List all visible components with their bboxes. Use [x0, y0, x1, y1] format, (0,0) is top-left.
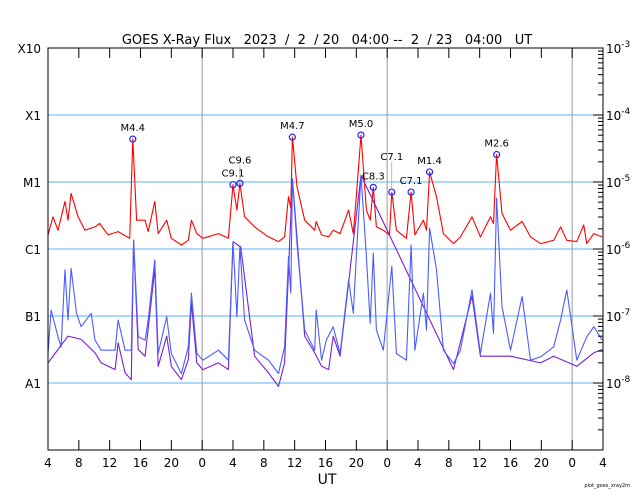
- y-right-label-exponent: -6: [621, 241, 630, 251]
- flare-markers: M4.4 C9.1 C9.6 M4.7 M5.0 C8.3 C7.1 C7.1 M1.4 M2.6: [121, 119, 509, 196]
- y-right-label: 10-4: [606, 107, 631, 123]
- y-axis-label-x1: X1: [25, 109, 41, 123]
- x-tick-label: 4: [229, 456, 237, 470]
- x-tick-label: 8: [260, 456, 268, 470]
- y-right-label: 10-5: [606, 174, 630, 190]
- x-tick-label: 4: [44, 456, 52, 470]
- x-tick-label: 4: [599, 456, 607, 470]
- y-axis-label-a1: A1: [25, 377, 41, 391]
- y-axis-label-m1: M1: [23, 176, 41, 190]
- y-axis-label-x10: X10: [18, 42, 42, 56]
- x-tick-label: 12: [287, 456, 302, 470]
- y-axis-label-c1: C1: [25, 243, 41, 257]
- y-right-label-exponent: -7: [621, 308, 630, 318]
- y-right-label-exponent: -8: [621, 375, 630, 385]
- flare-label: M1.4: [417, 156, 442, 167]
- series-group: [47, 134, 603, 387]
- flare-marker: [357, 131, 365, 139]
- x-tick-label: 0: [383, 456, 391, 470]
- flare-marker: [288, 133, 296, 141]
- flare-marker: [493, 150, 501, 159]
- grid: [48, 48, 603, 450]
- flare-label: C9.6: [228, 155, 251, 166]
- y-right-label-exponent: -5: [621, 174, 630, 184]
- flare-label: M4.4: [121, 123, 146, 134]
- x-tick-label: 0: [568, 456, 576, 470]
- x-tick-label: 0: [198, 456, 206, 470]
- footer-label: plot_goes_xray2m: [584, 483, 630, 489]
- axes: 4 8 12 16 20 0 4 8 12 16 20 0 4 8 12 16 20 0 4 X10 X1 M1 C1 B1 A…: [18, 40, 631, 470]
- x-tick-label: 12: [102, 456, 117, 470]
- chart-title: GOES X-Ray Flux 2023 / 2 / 20 04:00 -- 2…: [122, 33, 532, 48]
- flare-label: C8.3: [362, 171, 385, 182]
- flare-label: C7.1: [400, 176, 423, 187]
- y-right-label-exponent: -4: [621, 107, 630, 117]
- x-axis-label: UT: [318, 472, 337, 488]
- flare-label: M2.6: [484, 139, 509, 150]
- y-right-label: 10-3: [606, 40, 630, 56]
- series-line-short: [47, 174, 603, 387]
- x-tick-label: 16: [503, 456, 518, 470]
- x-tick-label: 4: [414, 456, 422, 470]
- y-right-label: 10-8: [606, 375, 631, 391]
- flare-label: C7.1: [380, 152, 403, 163]
- x-tick-label: 8: [75, 456, 83, 470]
- flare-marker: [129, 135, 137, 143]
- x-tick-label: 12: [472, 456, 487, 470]
- x-tick-label: 20: [534, 456, 549, 470]
- x-tick-label: 16: [318, 456, 333, 470]
- flare-marker: [229, 181, 237, 189]
- y-right-label: 10-6: [606, 241, 631, 257]
- x-tick-label: 20: [349, 456, 364, 470]
- flare-label: C9.1: [222, 169, 245, 180]
- x-tick-label: 16: [133, 456, 148, 470]
- series-line-long: [47, 134, 603, 246]
- y-axis-label-b1: B1: [25, 310, 41, 324]
- y-right-label: 10-7: [606, 308, 630, 324]
- flare-marker: [369, 183, 377, 191]
- x-tick-label: 8: [445, 456, 453, 470]
- y-right-label-exponent: -3: [621, 40, 630, 50]
- series-line-short: [47, 174, 603, 375]
- flare-label: M4.7: [280, 121, 305, 132]
- flare-marker: [407, 188, 415, 196]
- x-tick-label: 20: [164, 456, 179, 470]
- flare-marker: [425, 168, 434, 176]
- flare-label: M5.0: [349, 119, 374, 130]
